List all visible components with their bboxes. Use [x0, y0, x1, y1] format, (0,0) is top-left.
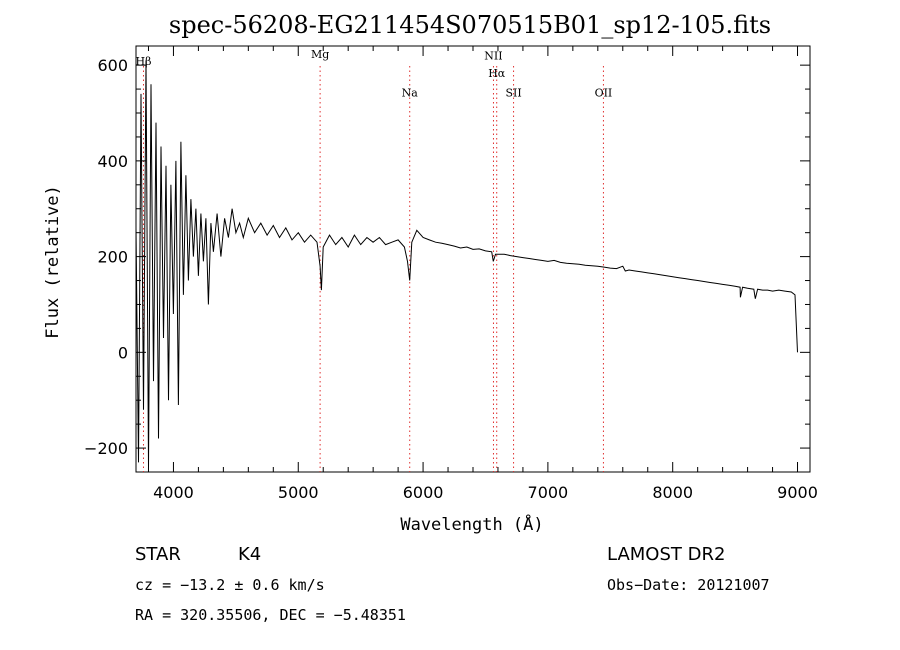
object-type: STAR [135, 544, 181, 565]
spectral-line-markers: Hβ Mg Na NII Hα SII OII [136, 48, 613, 472]
subclass: K4 [238, 544, 261, 565]
spectrum-line [135, 60, 798, 468]
y-tick-label: 600 [97, 56, 128, 75]
x-tick-label: 7000 [528, 483, 569, 502]
survey-release: LAMOST DR2 [607, 544, 725, 565]
y-axis-label: Flux (relative) [43, 185, 63, 339]
redshift-cz: cz = −13.2 ± 0.6 km/s [135, 576, 325, 594]
spectrum-series [135, 60, 798, 468]
spectral-line-label: Mg [311, 48, 329, 61]
spectral-line-label: NII [484, 49, 502, 62]
coordinates: RA = 320.35506, DEC = −5.48351 [135, 606, 406, 624]
y-tick-label: 200 [97, 248, 128, 267]
x-tick-label: 8000 [652, 483, 693, 502]
spectral-line-label: OII [595, 86, 613, 99]
spectral-line-label: SII [505, 86, 521, 99]
spectral-line-label: Hβ [136, 55, 152, 68]
spectral-line-label: Na [402, 86, 419, 99]
y-tick-label: −200 [84, 439, 128, 458]
x-tick-label: 4000 [153, 483, 194, 502]
spectral-line-label: Hα [488, 67, 506, 80]
chart-title: spec-56208-EG211454S070515B01_sp12-105.f… [169, 11, 771, 39]
plot-border [135, 45, 811, 473]
plot-frame [135, 45, 811, 473]
x-tick-label: 9000 [777, 483, 818, 502]
x-axis-label: Wavelength (Å) [400, 513, 543, 535]
observation-date: Obs−Date: 20121007 [607, 576, 770, 594]
y-tick-label: 400 [97, 152, 128, 171]
axis-ticks: 4000 5000 6000 7000 8000 9000 −200 0 200 400 600 [84, 46, 818, 502]
x-tick-label: 5000 [278, 483, 319, 502]
y-tick-label: 0 [118, 343, 128, 362]
x-tick-label: 6000 [403, 483, 444, 502]
